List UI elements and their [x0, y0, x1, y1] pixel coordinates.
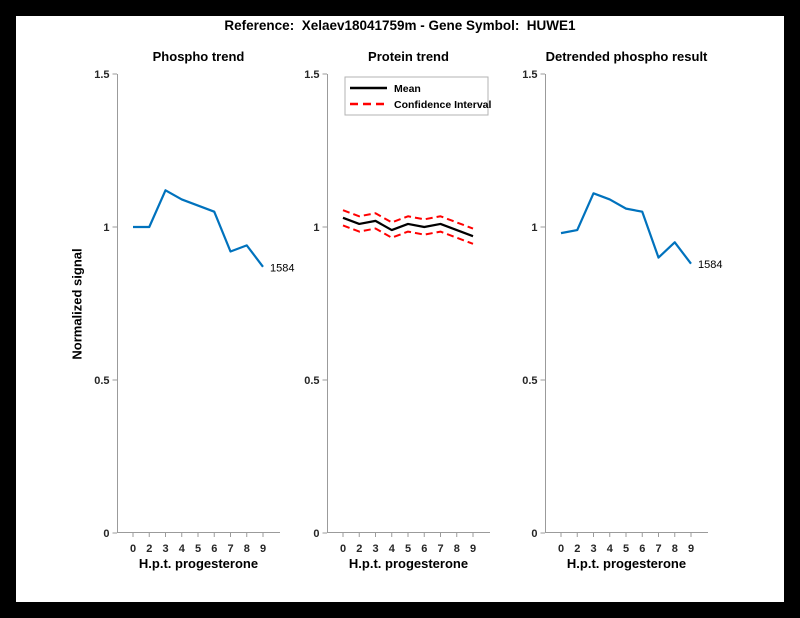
y-tick-label: 0.5 — [94, 375, 109, 387]
x-tick-label: 0 — [558, 543, 564, 555]
legend-frame — [344, 76, 489, 116]
series-line-confidence-interval-lower — [342, 224, 474, 245]
legend-label: Confidence Interval — [394, 99, 492, 111]
x-tick-label: 9 — [688, 543, 694, 555]
x-tick-label: 5 — [195, 543, 201, 555]
x-axis-label: H.p.t. progesterone — [566, 556, 687, 571]
subplot-title: Detrended phospho result — [545, 49, 708, 64]
series-end-label: 1584 — [270, 262, 294, 274]
x-tick-label: 7 — [437, 543, 443, 555]
y-tick-label: 1.5 — [304, 69, 319, 81]
y-axis-label: Normalized signal — [69, 248, 85, 360]
x-tick-label: 4 — [607, 543, 614, 555]
subplot-title: Phospho trend — [152, 49, 245, 64]
x-tick-label: 3 — [372, 543, 378, 555]
x-tick-label: 6 — [211, 543, 217, 555]
y-tick-label: 0.5 — [522, 375, 537, 387]
y-tick-label: 1 — [531, 222, 537, 234]
subplot-protein-trend: Protein trend 1.5 1 0.5 0 0 2 3 4 5 6 7 8 9 Mean Confi… — [304, 16, 492, 602]
x-tick-label: 0 — [130, 543, 136, 555]
legend-label: Mean — [394, 83, 421, 95]
x-tick-label: 2 — [356, 543, 362, 555]
y-tick-label: 0.5 — [304, 375, 319, 387]
figure-area: Reference: Xelaev18041759m - Gene Symbol… — [16, 16, 784, 602]
x-tick-label: 3 — [590, 543, 596, 555]
y-tick-label: 0 — [531, 528, 537, 540]
x-tick-label: 4 — [389, 543, 396, 555]
subplot-detrended-phospho-result: Detrended phospho result 1.5 1 0.5 0 0 2 3 4 5 6 7… — [522, 16, 722, 602]
legend: Mean Confidence Interval — [344, 76, 492, 116]
series-line-phospho-signal — [133, 189, 264, 268]
x-tick-label: 8 — [454, 543, 460, 555]
y-tick-label: 0 — [103, 528, 109, 540]
y-tick-label: 0 — [313, 528, 319, 540]
x-axis-label: H.p.t. progesterone — [348, 556, 469, 571]
x-tick-label: 9 — [260, 543, 266, 555]
y-tick-label: 1 — [103, 222, 109, 234]
x-axis-label: H.p.t. progesterone — [138, 556, 259, 571]
x-tick-label: 7 — [655, 543, 661, 555]
series-line-mean — [342, 216, 474, 238]
y-tick-label: 1 — [313, 222, 319, 234]
x-tick-label: 0 — [340, 543, 346, 555]
series-line-detrended-phospho-signal — [560, 192, 692, 265]
x-tick-label: 6 — [421, 543, 427, 555]
x-tick-label: 2 — [146, 543, 152, 555]
x-tick-label: 9 — [470, 543, 476, 555]
x-tick-label: 2 — [574, 543, 580, 555]
x-tick-label: 5 — [405, 543, 411, 555]
x-tick-label: 5 — [623, 543, 629, 555]
x-tick-label: 3 — [162, 543, 168, 555]
subplot-title: Protein trend — [368, 49, 449, 64]
x-tick-label: 7 — [227, 543, 233, 555]
y-tick-label: 1.5 — [522, 69, 537, 81]
series-end-label: 1584 — [698, 259, 722, 271]
x-tick-label: 6 — [639, 543, 645, 555]
series-line-confidence-interval-upper — [342, 209, 474, 230]
subplot-phospho-trend: Phospho trend 1.5 1 0.5 0 0 2 3 4 5 6 7 8 9 1584 H.p.… — [94, 16, 294, 602]
figure-title: Reference: Xelaev18041759m - Gene Symbol… — [224, 18, 576, 33]
x-tick-label: 8 — [244, 543, 250, 555]
x-tick-label: 8 — [672, 543, 678, 555]
x-tick-label: 4 — [179, 543, 186, 555]
y-tick-label: 1.5 — [94, 69, 109, 81]
